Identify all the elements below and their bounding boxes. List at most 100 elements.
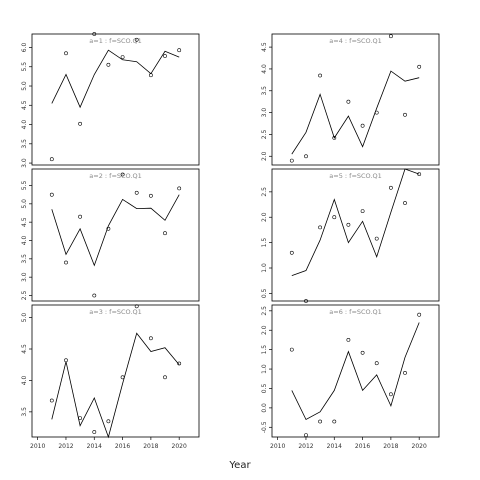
data-point (304, 154, 308, 159)
data-point (163, 231, 167, 236)
data-point (318, 73, 323, 78)
data-point (403, 370, 407, 375)
data-point (163, 54, 167, 58)
y-tick-label: 1.5 (261, 238, 268, 248)
data-point (289, 347, 294, 352)
data-point (417, 64, 422, 69)
y-tick-label: 4.5 (21, 100, 28, 110)
data-point (64, 358, 68, 363)
series-line (51, 49, 180, 109)
y-tick-label: 3.0 (261, 108, 268, 118)
series-line (291, 322, 420, 421)
x-tick-label: 2020 (172, 443, 187, 450)
panel-5: a=3 : f=SCO.Q1 3.5 4.0 4.5 5.0 2010 2012 2014 20… (21, 304, 200, 450)
y-tick-label: 3.5 (261, 86, 268, 96)
data-point (106, 226, 111, 231)
y-tick-label: 4.0 (21, 236, 28, 246)
panel-2: a=4 : f=SCO.Q1 2.0 2.5 3.0 3.5 4.0 4.5 (261, 33, 440, 166)
panel-title: a=3 : f=SCO.Q1 (89, 308, 141, 316)
y-tick-label: 1.0 (261, 364, 268, 374)
data-point (360, 209, 365, 214)
y-tick-label: 3.0 (21, 272, 28, 282)
data-point (346, 99, 351, 104)
data-point (134, 190, 139, 195)
data-point (148, 336, 153, 341)
panel-title: a=6 : f=SCO.Q1 (329, 308, 381, 316)
y-tick-label: 6.0 (21, 43, 28, 53)
data-point (360, 123, 365, 128)
data-point (374, 236, 379, 241)
data-point (289, 158, 294, 163)
panel-frame (271, 33, 440, 166)
data-point (120, 172, 125, 177)
y-tick-label: 0.0 (261, 403, 268, 413)
y-tick-label: 4.5 (21, 217, 28, 227)
data-point (374, 361, 379, 366)
y-tick-label: 2.5 (261, 129, 268, 139)
y-tick-label: 3.5 (21, 139, 28, 149)
data-point (148, 73, 153, 78)
y-tick-label: 2.5 (261, 306, 268, 316)
x-tick-label: 2018 (143, 443, 158, 450)
data-point (417, 172, 422, 177)
series-line (51, 194, 180, 267)
panel-frame (271, 168, 440, 302)
x-tick-label: 2010 (270, 443, 285, 450)
y-tick-label: 4.0 (21, 375, 28, 385)
y-tick-label: 1.5 (261, 345, 268, 355)
data-point (346, 337, 351, 342)
data-point (148, 193, 153, 198)
y-tick-label: 5.5 (21, 181, 28, 191)
data-point (318, 419, 323, 424)
x-tick-label: 2018 (383, 443, 398, 450)
data-point (134, 304, 139, 309)
x-tick-label: 2020 (412, 443, 427, 450)
y-tick-label: -0.5 (261, 421, 268, 433)
data-point (106, 62, 111, 67)
y-tick-label: 2.0 (261, 212, 268, 222)
x-tick-label: 2010 (30, 443, 45, 450)
x-axis-label: Year (229, 460, 251, 471)
y-tick-label: 3.5 (21, 407, 28, 417)
data-point (332, 215, 337, 220)
y-tick-label: 1.0 (261, 263, 268, 273)
y-tick-label: 4.5 (261, 42, 268, 52)
data-point (177, 361, 182, 366)
data-point (318, 225, 323, 230)
panel-3: a=2 : f=SCO.Q1 2.5 3.0 3.5 4.0 4.5 5.0 5.5 (21, 168, 200, 302)
data-point (304, 299, 308, 303)
y-tick-label: 3.0 (21, 158, 28, 168)
y-tick-label: 5.5 (21, 62, 28, 72)
y-tick-label: 2.0 (261, 151, 268, 161)
y-tick-label: 5.0 (21, 81, 28, 91)
data-point (163, 375, 167, 380)
x-tick-label: 2014 (327, 443, 342, 450)
y-tick-label: 4.0 (21, 120, 28, 130)
x-tick-label: 2012 (298, 443, 313, 450)
data-point (78, 416, 83, 421)
data-point (49, 398, 54, 403)
data-point (92, 430, 97, 434)
y-tick-label: 5.0 (21, 313, 28, 323)
data-point (120, 55, 125, 60)
panel-4: a=5 : f=SCO.Q1 0.5 1.0 1.5 2.0 2.5 (261, 168, 440, 303)
data-point (403, 201, 407, 205)
x-tick-label: 2016 (115, 443, 130, 450)
y-tick-label: 4.5 (21, 344, 28, 354)
data-point (332, 135, 337, 140)
y-tick-label: 2.5 (261, 187, 268, 197)
data-point (92, 293, 97, 298)
panel-frame (31, 33, 200, 166)
data-point (388, 34, 393, 39)
data-point (346, 222, 351, 227)
y-tick-label: 5.0 (21, 199, 28, 209)
data-point (177, 48, 182, 53)
data-point (78, 121, 83, 126)
data-point (49, 157, 54, 162)
data-point (64, 260, 68, 265)
panel-1: a=1 : f=SCO.Q1 3.0 3.5 4.0 4.5 5.0 5.5 6.0 (21, 32, 200, 168)
y-tick-label: 0.5 (261, 384, 268, 394)
x-tick-label: 2014 (87, 443, 102, 450)
data-point (177, 186, 182, 191)
